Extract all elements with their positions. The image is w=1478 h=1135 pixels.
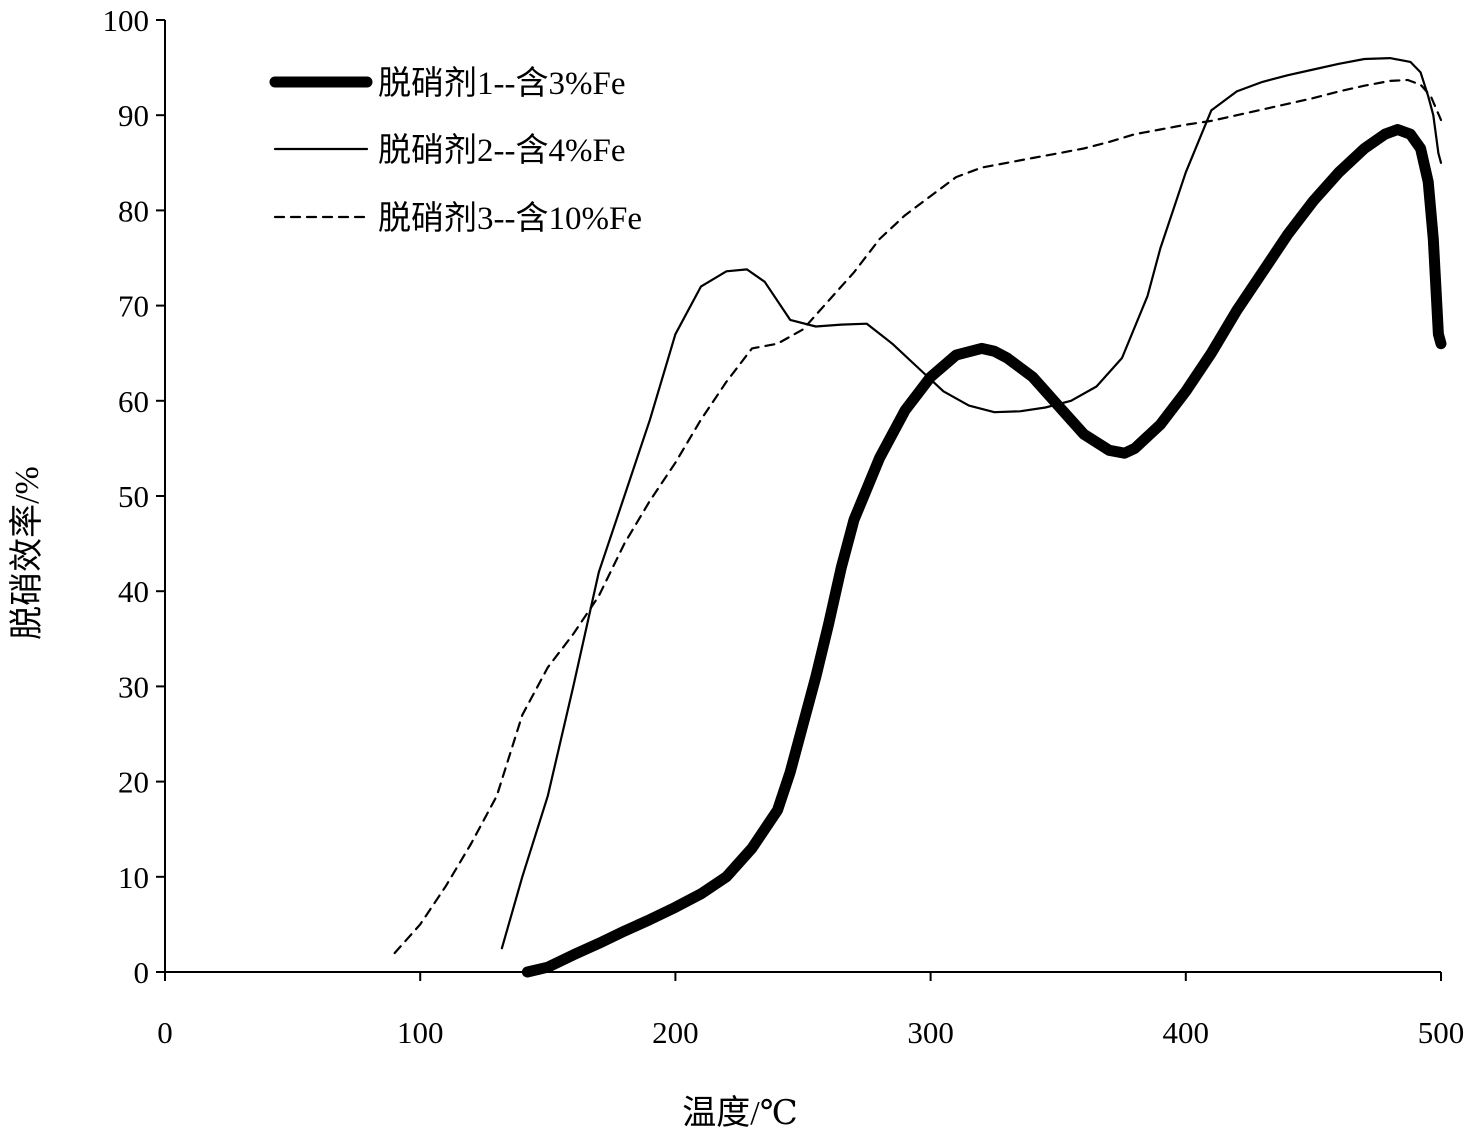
y-axis-title: 脱硝效率/% xyxy=(8,466,46,640)
axes xyxy=(164,20,1441,973)
legend: 脱硝剂1--含3%Fe 脱硝剂2--含4%Fe 脱硝剂3--含10%Fe xyxy=(269,65,642,237)
y-tick-label: 40 xyxy=(118,574,149,609)
x-axis-title: 温度/℃ xyxy=(682,1094,797,1132)
legend-label-3: 脱硝剂3--含10%Fe xyxy=(378,200,642,237)
y-tick-label: 100 xyxy=(103,3,150,38)
y-tick-label: 90 xyxy=(118,98,149,133)
y-tick-label: 10 xyxy=(118,860,149,895)
x-tick-label: 300 xyxy=(907,1015,954,1050)
x-tick-label: 100 xyxy=(397,1015,444,1050)
series-lines xyxy=(393,57,1447,978)
legend-label-1: 脱硝剂1--含3%Fe xyxy=(378,65,625,102)
series-line-2 xyxy=(500,57,1443,950)
ticks: 0 10 20 30 40 50 60 70 80 90 100 0 100 200 300 400 500 xyxy=(103,3,1465,1050)
x-tick-label: 200 xyxy=(652,1015,699,1050)
y-tick-label: 30 xyxy=(118,669,149,704)
x-tick-label: 400 xyxy=(1163,1015,1210,1050)
legend-label-2: 脱硝剂2--含4%Fe xyxy=(378,132,625,169)
series-line-3 xyxy=(393,78,1443,955)
y-tick-label: 0 xyxy=(134,955,150,990)
y-tick-label: 70 xyxy=(118,289,149,324)
y-tick-label: 80 xyxy=(118,193,149,228)
series-line-1 xyxy=(521,124,1447,978)
x-tick-label: 0 xyxy=(157,1015,173,1050)
y-tick-label: 20 xyxy=(118,765,149,800)
y-tick-label: 60 xyxy=(118,384,149,419)
y-tick-label: 50 xyxy=(118,479,149,514)
x-tick-label: 500 xyxy=(1418,1015,1465,1050)
